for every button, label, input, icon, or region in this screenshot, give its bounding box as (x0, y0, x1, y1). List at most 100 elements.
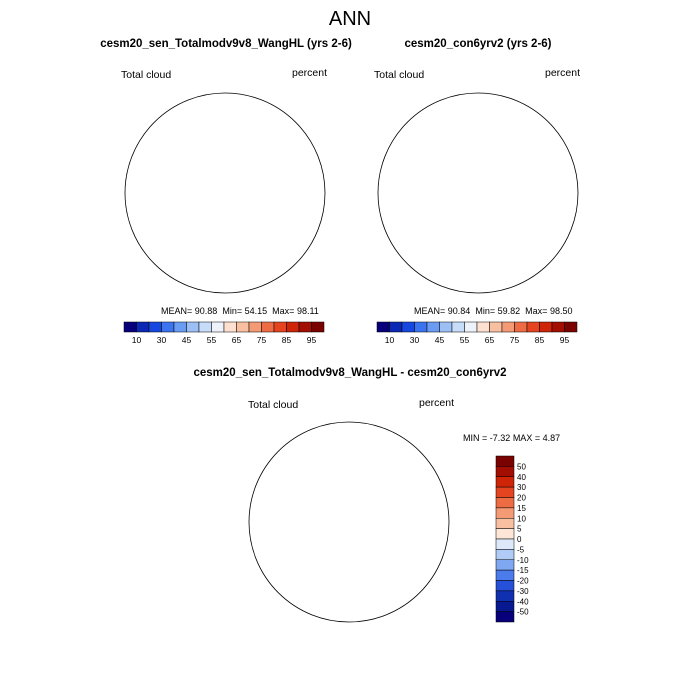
panel3-colorbar-box (495, 486, 515, 498)
panel3-colorbar-box (495, 538, 515, 550)
panel1-max-value: 98.11 (296, 306, 319, 316)
panel3-colorbar-tick-label: -40 (517, 597, 529, 606)
panel3-min-value: -7.32 (489, 433, 511, 443)
panel3-min-label: MIN = (463, 433, 488, 443)
panel2-map-border (377, 92, 579, 294)
panel2-colorbar-tick-label: 95 (560, 335, 570, 345)
panel3-colorbar-box (495, 528, 515, 540)
panel2-variable-label: Total cloud (374, 69, 425, 81)
panel2-ocean-patch-southwest (378, 247, 418, 293)
panel3-negative-patch-2 (289, 422, 449, 482)
panel3-ice-shelf-outline (355, 556, 373, 574)
panel3-colorbar-tick-label: -5 (517, 545, 525, 554)
panel3-colorbar-box (495, 601, 515, 612)
panel2-colorbar-box (389, 321, 403, 333)
panel2-colorbar-box (526, 321, 540, 333)
panel3-colorbar-box (495, 549, 515, 560)
panel2-min-label: Min= (475, 306, 496, 316)
panel1-colorbar-box (223, 321, 237, 333)
panel2-coastal-band (416, 135, 556, 255)
panel2-ocean-field (368, 83, 588, 303)
panel2-colorbar-tick-label: 45 (435, 335, 445, 345)
panel1-colorbar-tick-label: 30 (157, 335, 167, 345)
panel3-stats: MIN = -7.32 MAX = 4.87 (463, 433, 560, 443)
panel2-colorbar-box (564, 321, 578, 333)
panel2-plateau-core (478, 165, 522, 211)
panel1-variable-label: Total cloud (121, 69, 172, 81)
panel3-colorbar-tick-label: -20 (517, 577, 529, 586)
panel2-colorbar-box (476, 321, 490, 333)
panel2-colorbar-tick-label: 65 (485, 335, 495, 345)
panel3-ice-shelf-outline-2 (323, 538, 337, 552)
panel3-colorbar-box (495, 455, 515, 467)
panel3-variable-label: Total cloud (248, 399, 299, 411)
panel3-colorbar-box (495, 569, 515, 581)
panel1-plateau-core (225, 165, 269, 211)
panel1-colorbar-tick-label: 75 (257, 335, 267, 345)
panel2-colorbar-box (551, 321, 565, 333)
figure-title: ANN (328, 8, 372, 30)
panel3-colorbar-tick-label: 20 (517, 494, 526, 503)
panel3-colorbar-tick-label: 5 (517, 525, 522, 534)
panel1-max-label: Max= (272, 306, 295, 316)
panel1-colorbar-box (298, 321, 312, 333)
panel2-colorbar: 10 30 45 55 65 75 85 95 (376, 321, 578, 345)
panel1-colorbar-box (173, 321, 187, 333)
panel2-interior-field (418, 145, 546, 247)
panel1-colorbar-tick-label: 85 (282, 335, 292, 345)
panel1-field (115, 83, 335, 303)
panel2-colorbar-box (439, 321, 453, 333)
panel1-colorbar-box (311, 321, 325, 333)
panel3-positive-field (239, 412, 459, 632)
panel1-colorbar-box (236, 321, 250, 333)
panel3-colorbar-tick-label: -30 (517, 587, 529, 596)
panel2-colorbar-box (426, 321, 440, 333)
panel2-units-label: percent (545, 67, 581, 79)
panel1-map (115, 83, 335, 303)
panel3-map (239, 412, 459, 632)
panel1-colorbar-tick-label: 65 (232, 335, 242, 345)
panel1-ocean-field (115, 83, 335, 303)
panel3-strong-negative-patch (377, 562, 389, 576)
panel3-colorbar-box (495, 476, 515, 488)
panel1-colorbar-box (273, 321, 287, 333)
panel1-colorbar-box (123, 321, 137, 333)
panel3-units-label: percent (419, 397, 455, 409)
panel2-colorbar-tick-label: 75 (510, 335, 520, 345)
panel2-max-label: Max= (525, 306, 548, 316)
panel3-inland-negative-patch (369, 518, 409, 546)
panel3-colorbar-box (495, 559, 515, 571)
panel3-colorbar-box (495, 466, 515, 477)
panel3-colorbar-tick-label: 0 (517, 535, 522, 544)
panel1-colorbar-box (286, 321, 300, 333)
panel2-colorbar-tick-label: 10 (385, 335, 395, 345)
panel3-max-value: 4.87 (542, 433, 561, 443)
panel2-colorbar-box (401, 321, 415, 333)
panel1-colorbar-box (136, 321, 150, 333)
panel2-mean-label: MEAN= (414, 306, 446, 316)
panel3-colorbar-tick-label: 10 (517, 514, 526, 523)
panel1-shelf-feature (235, 229, 249, 245)
panel3-negative-patch-6 (367, 456, 399, 472)
panel2-field (368, 83, 588, 303)
panel3-colorbar-box (495, 611, 515, 623)
panel2-colorbar-box (539, 321, 553, 333)
panel3-negative-patch-4 (289, 572, 399, 622)
panel1-plateau-outer (203, 155, 281, 223)
panel2-shelf-feature (488, 229, 502, 245)
panel2-coastline (418, 145, 546, 247)
panel3-colorbar-tick-label: 15 (517, 504, 526, 513)
panel1-interior-field (165, 145, 293, 247)
panel2-colorbar-box (489, 321, 503, 333)
panel3-coastline (289, 474, 417, 576)
panel1-colorbar-box (211, 321, 225, 333)
panel2-map (368, 83, 588, 303)
panel1-units-label: percent (292, 67, 328, 79)
panel2-colorbar-tick-label: 85 (535, 335, 545, 345)
panel2-title: cesm20_con6yrv2 (yrs 2-6) (404, 38, 552, 50)
panel1-colorbar-box (186, 321, 200, 333)
panel3-colorbar-tick-label: 40 (517, 473, 526, 482)
panel1-ice-shelf-outline (231, 227, 249, 245)
panel1-colorbar-box (248, 321, 262, 333)
